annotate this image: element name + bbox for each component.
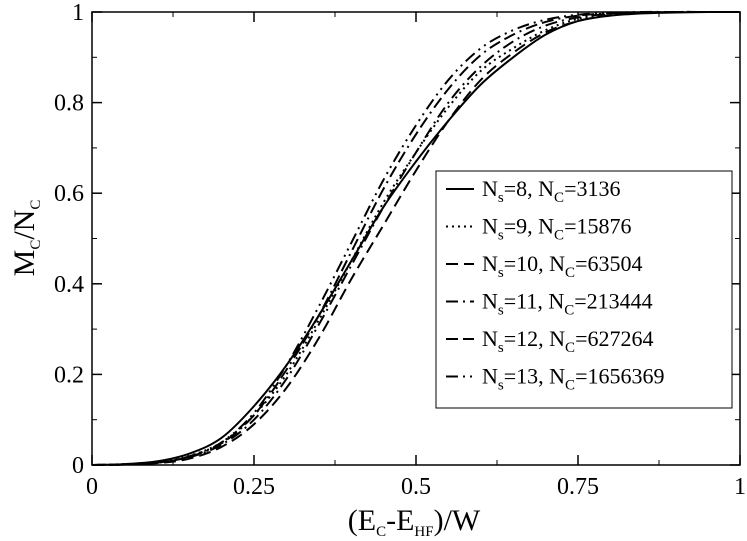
series-line-ns12 <box>91 10 740 466</box>
y-tick-label: 0 <box>72 453 84 479</box>
legend-label-ns10: Ns=10, NC=63504 <box>482 251 642 281</box>
y-tick-label: 0.8 <box>54 91 84 117</box>
y-tick-label: 0.4 <box>54 272 84 298</box>
series-layer <box>91 10 741 466</box>
x-tick-label: 0 <box>86 474 98 500</box>
legend: Ns=8, NC=3136 Ns=9, NC=15876 Ns=10, NC=635… <box>435 170 733 409</box>
x-axis-label: (EC-EHF)/W <box>348 504 481 540</box>
y-tick-label: 0.2 <box>54 362 84 388</box>
legend-label-ns9: Ns=9, NC=15876 <box>482 214 631 244</box>
series-line-ns10 <box>91 10 740 466</box>
x-tick-label: 1 <box>734 474 746 500</box>
x-tick-label: 0.25 <box>233 474 275 500</box>
legend-label-ns13: Ns=13, NC=1656369 <box>482 364 664 394</box>
legend-label-ns11: Ns=11, NC=213444 <box>482 289 653 319</box>
legend-label-ns12: Ns=12, NC=627264 <box>482 326 653 356</box>
axis-ticks: 0 0.25 0.5 0.75 1 0 0.2 0.4 0.6 0.8 1 <box>54 0 746 500</box>
x-tick-label: 0.5 <box>401 474 431 500</box>
x-tick-label: 0.75 <box>557 474 599 500</box>
y-axis-label: MC/NC <box>8 200 44 277</box>
series-line-ns13 <box>91 10 740 466</box>
y-tick-label: 1 <box>72 0 84 26</box>
series-line-ns11 <box>91 10 740 466</box>
legend-label-ns8: Ns=8, NC=3136 <box>482 176 620 206</box>
legend-box <box>435 170 733 409</box>
y-tick-label: 0.6 <box>54 181 84 207</box>
